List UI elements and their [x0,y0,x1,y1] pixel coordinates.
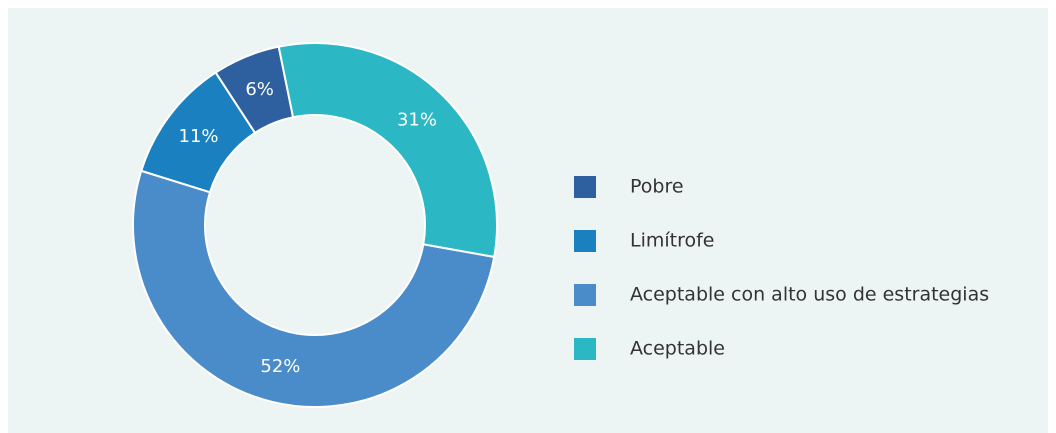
legend-swatch [574,176,596,198]
legend-swatch [574,284,596,306]
legend-swatch [574,230,596,252]
value-label: 6% [245,79,274,100]
donut-slice [132,169,496,408]
legend-swatch [574,338,596,360]
value-label: 31% [397,110,437,131]
value-label: 11% [179,126,219,147]
value-label: 52% [260,356,300,377]
legend-label: Aceptable [630,338,725,360]
legend-label: Limítrofe [630,230,715,252]
legend-label: Pobre [630,176,684,198]
donut-slice [277,42,498,259]
legend-label: Aceptable con alto uso de estrategias [630,284,989,306]
